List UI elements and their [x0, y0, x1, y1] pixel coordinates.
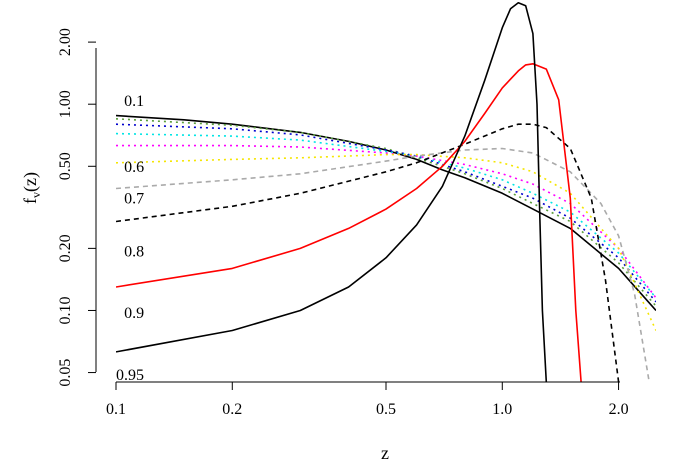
curve-label-0-95: 0.95 [116, 367, 144, 384]
y-tick-label: 0.50 [57, 152, 74, 180]
y-axis-title: fv(z) [20, 172, 43, 204]
y-axis-title-subscript: v [29, 192, 43, 198]
y-ticks: 0.05 0.10 0.20 0.50 1.00 2.00 [57, 28, 96, 387]
curve-0-1 [116, 114, 656, 312]
y-tick-label: 2.00 [57, 28, 74, 56]
axes [95, 48, 620, 383]
x-tick-label: 2.0 [609, 401, 629, 418]
curve-0-9 [116, 62, 582, 382]
x-ticks: 0.1 0.2 0.5 1.0 2.0 [106, 382, 629, 418]
curve-label-0-8: 0.8 [124, 243, 144, 260]
curve-labels: 0.1 0.6 0.7 0.8 0.9 0.95 [116, 93, 144, 384]
data-curves [116, 1, 656, 382]
curve-0-7 [116, 147, 650, 382]
curve-label-0-7: 0.7 [124, 191, 144, 208]
curve-label-0-6: 0.6 [124, 159, 144, 176]
y-axis-title-tail: (z) [20, 172, 41, 192]
x-axis-title: z [381, 443, 389, 463]
curve-0-6 [116, 153, 656, 331]
curve-0-5 [116, 144, 656, 299]
x-tick-label: 0.5 [376, 401, 396, 418]
x-tick-label: 0.1 [106, 401, 126, 418]
y-tick-label: 1.00 [57, 90, 74, 118]
y-tick-label: 0.05 [57, 359, 74, 387]
x-tick-label: 1.0 [492, 401, 512, 418]
curve-label-0-9: 0.9 [124, 305, 144, 322]
curve-0-95 [116, 1, 548, 382]
y-tick-label: 0.20 [57, 234, 74, 262]
curve-0-4 [116, 132, 656, 299]
curve-0-2 [116, 118, 656, 307]
curve-label-0-1: 0.1 [124, 93, 144, 110]
curve-0-8 [116, 123, 620, 382]
y-axis-title-main: f [20, 198, 40, 204]
y-tick-label: 0.10 [57, 297, 74, 325]
x-tick-label: 0.2 [222, 401, 242, 418]
